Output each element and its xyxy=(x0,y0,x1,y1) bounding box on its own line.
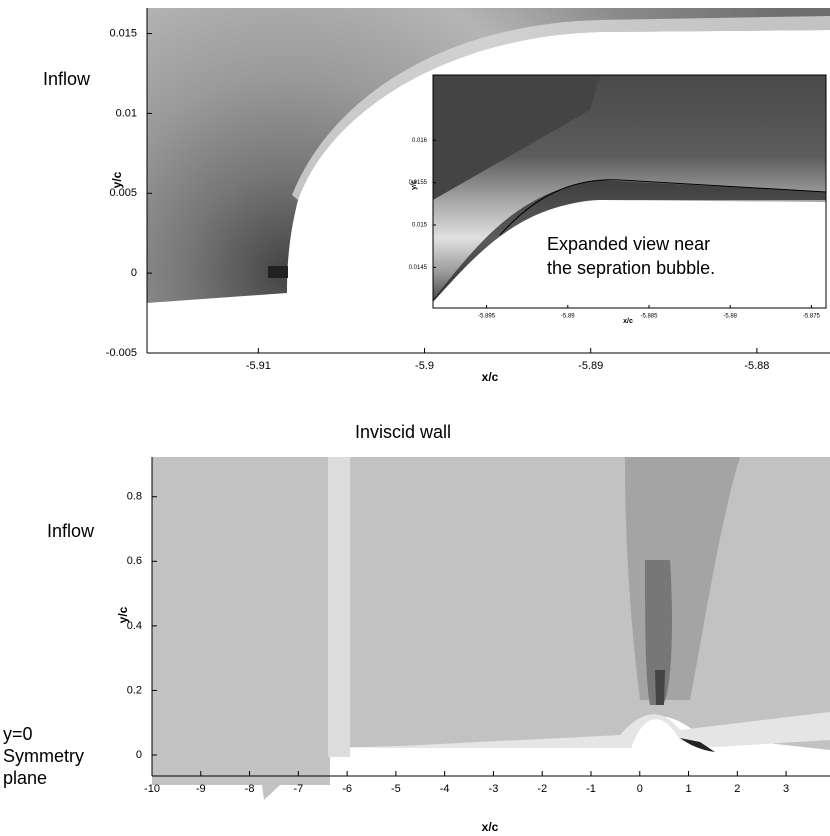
x-axis-label: x/c xyxy=(482,820,499,834)
contour-field xyxy=(147,8,830,303)
x-tick-label: -5 xyxy=(391,783,401,795)
x-tick-label: -2 xyxy=(537,783,547,795)
x-tick-label: -5.9 xyxy=(415,360,434,372)
x-tick-label: -1 xyxy=(586,783,596,795)
x-tick-label: 3 xyxy=(783,783,789,795)
annotation: Inviscid wall xyxy=(355,422,451,442)
annotation: Symmetry xyxy=(3,746,84,766)
x-tick-label: -6 xyxy=(342,783,352,795)
x-tick-label: -10 xyxy=(144,783,160,795)
x-tick-label: -7 xyxy=(293,783,303,795)
y-tick-label: 0.4 xyxy=(127,620,142,632)
y-tick-label: 0.8 xyxy=(127,491,142,503)
x-tick-label: 1 xyxy=(685,783,691,795)
x-tick-label: -8 xyxy=(245,783,255,795)
inset-field xyxy=(432,74,827,309)
x-tick-label: -9 xyxy=(196,783,206,795)
x-tick-label: -4 xyxy=(440,783,450,795)
annotation: y=0 xyxy=(3,724,33,744)
y-tick-label: 0.01 xyxy=(116,107,137,119)
x-tick-label: -5.885 xyxy=(640,314,658,320)
x-tick-label: 0 xyxy=(637,783,643,795)
y-tick-label: 0.6 xyxy=(127,555,142,567)
annotation: plane xyxy=(3,768,47,788)
annotation: Inflow xyxy=(47,521,95,541)
x-tick-label: -5.89 xyxy=(578,360,603,372)
x-axis-label: x/c xyxy=(482,370,499,384)
x-tick-label: 2 xyxy=(734,783,740,795)
contour-field xyxy=(152,457,830,800)
x-tick-label: -5.88 xyxy=(723,314,737,320)
x-tick-label: -3 xyxy=(489,783,499,795)
y-axis-label: y/c xyxy=(116,606,130,623)
x-tick-label: -5.88 xyxy=(744,360,769,372)
y-tick-label: 0.016 xyxy=(412,138,428,144)
y-tick-label: 0 xyxy=(136,749,142,761)
annotation: Inflow xyxy=(43,69,91,89)
y-tick-label: 0.0145 xyxy=(409,265,428,271)
y-axis-label: y/c xyxy=(411,180,418,190)
y-tick-label: 0.015 xyxy=(412,223,428,229)
y-tick-label: 0.0155 xyxy=(409,180,428,186)
y-tick-label: 0.2 xyxy=(127,684,142,696)
y-tick-label: 0 xyxy=(131,267,137,279)
y-tick-label: 0.005 xyxy=(109,187,137,199)
y-tick-label: -0.005 xyxy=(106,347,137,359)
x-tick-label: -5.89 xyxy=(561,314,575,320)
x-tick-label: -5.91 xyxy=(246,360,271,372)
annotation: Expanded view near xyxy=(547,234,710,254)
annotation: the sepration bubble. xyxy=(547,258,715,278)
y-axis-label: y/c xyxy=(110,171,124,188)
x-axis-label: x/c xyxy=(623,318,633,325)
x-tick-label: -5.895 xyxy=(478,314,496,320)
x-tick-label: -5.875 xyxy=(803,314,821,320)
y-tick-label: 0.015 xyxy=(109,27,137,39)
